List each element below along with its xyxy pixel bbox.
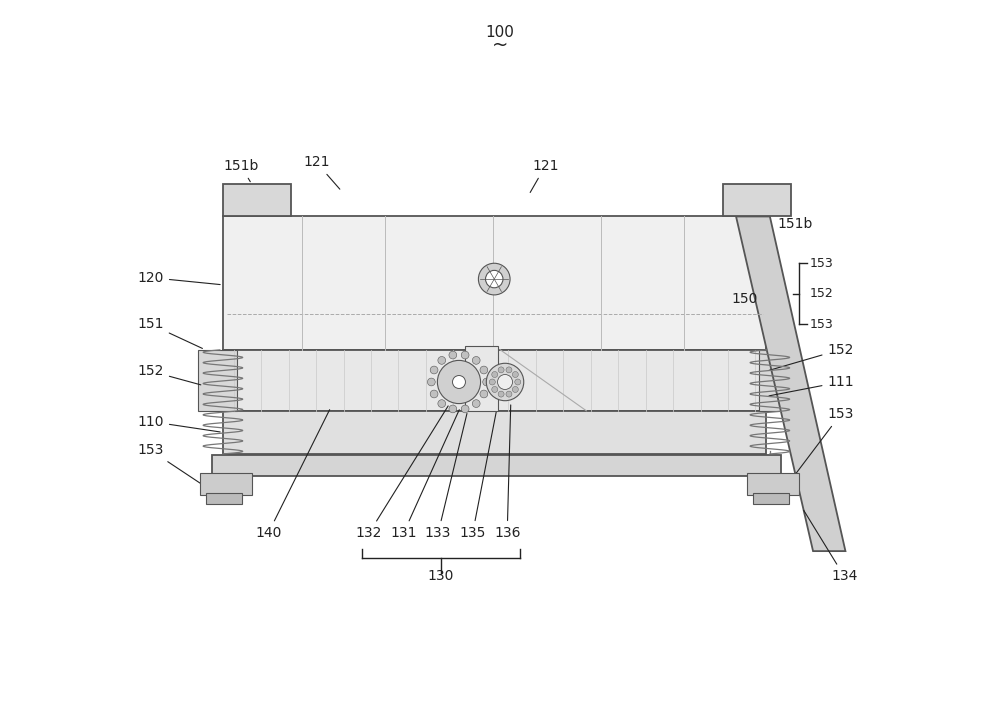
Text: 130: 130 [428,569,454,583]
Bar [198,349,237,411]
Circle shape [480,366,488,374]
Bar [723,184,791,216]
Text: 153: 153 [809,257,833,270]
Circle shape [483,378,491,386]
Bar [223,411,766,454]
Circle shape [486,363,524,400]
Text: 150: 150 [731,292,758,306]
Circle shape [512,371,518,378]
Circle shape [430,366,438,374]
Circle shape [472,400,480,408]
Circle shape [498,391,504,397]
Bar [465,346,498,411]
Text: 153: 153 [809,318,833,331]
Circle shape [480,390,488,398]
Bar [753,493,789,505]
Bar [223,184,291,216]
Circle shape [498,367,504,373]
Text: 111: 111 [769,375,854,396]
Text: 121: 121 [530,159,559,192]
Text: 136: 136 [494,405,520,540]
Text: 153: 153 [790,408,854,482]
Polygon shape [736,216,845,551]
Circle shape [489,379,495,385]
Circle shape [449,405,457,413]
Circle shape [430,390,438,398]
Circle shape [437,360,481,403]
Text: 152: 152 [809,288,833,301]
Text: 135: 135 [459,406,497,540]
Text: 140: 140 [255,410,330,540]
Text: 133: 133 [425,414,467,540]
Circle shape [449,351,457,359]
Circle shape [486,270,503,288]
Circle shape [438,400,446,408]
Circle shape [461,351,469,359]
Text: 131: 131 [390,410,459,540]
Circle shape [492,387,498,392]
Circle shape [478,264,510,295]
Bar [759,349,799,411]
Text: 151b: 151b [223,159,259,182]
Circle shape [461,405,469,413]
Text: 151: 151 [137,317,202,349]
Circle shape [438,357,446,364]
Text: 152: 152 [138,364,201,385]
Text: 151b: 151b [767,207,812,231]
Bar [200,473,252,495]
Text: 152: 152 [769,343,854,371]
Text: 134: 134 [804,510,857,583]
Text: 121: 121 [303,156,340,189]
Bar [206,493,242,505]
Text: 132: 132 [356,406,448,540]
Circle shape [453,376,465,389]
Circle shape [427,378,435,386]
Circle shape [512,387,518,392]
Bar [747,473,799,495]
Circle shape [492,371,498,378]
Circle shape [472,357,480,364]
Bar [223,216,766,349]
Circle shape [498,374,513,389]
Bar [212,456,781,475]
Text: 153: 153 [138,443,205,486]
Text: ~: ~ [492,36,508,55]
Circle shape [506,391,512,397]
Text: 110: 110 [137,414,220,432]
Bar [223,349,766,411]
Text: 120: 120 [138,271,220,285]
Circle shape [506,367,512,373]
Text: 100: 100 [486,25,514,41]
Circle shape [515,379,521,385]
